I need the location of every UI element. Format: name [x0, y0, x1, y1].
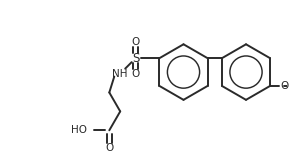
Text: O: O	[105, 143, 113, 153]
Text: O: O	[131, 37, 140, 47]
Text: S: S	[132, 52, 139, 65]
Text: O: O	[131, 69, 140, 79]
Text: NH: NH	[112, 69, 128, 79]
Text: O: O	[280, 81, 288, 91]
Text: HO: HO	[71, 125, 88, 135]
